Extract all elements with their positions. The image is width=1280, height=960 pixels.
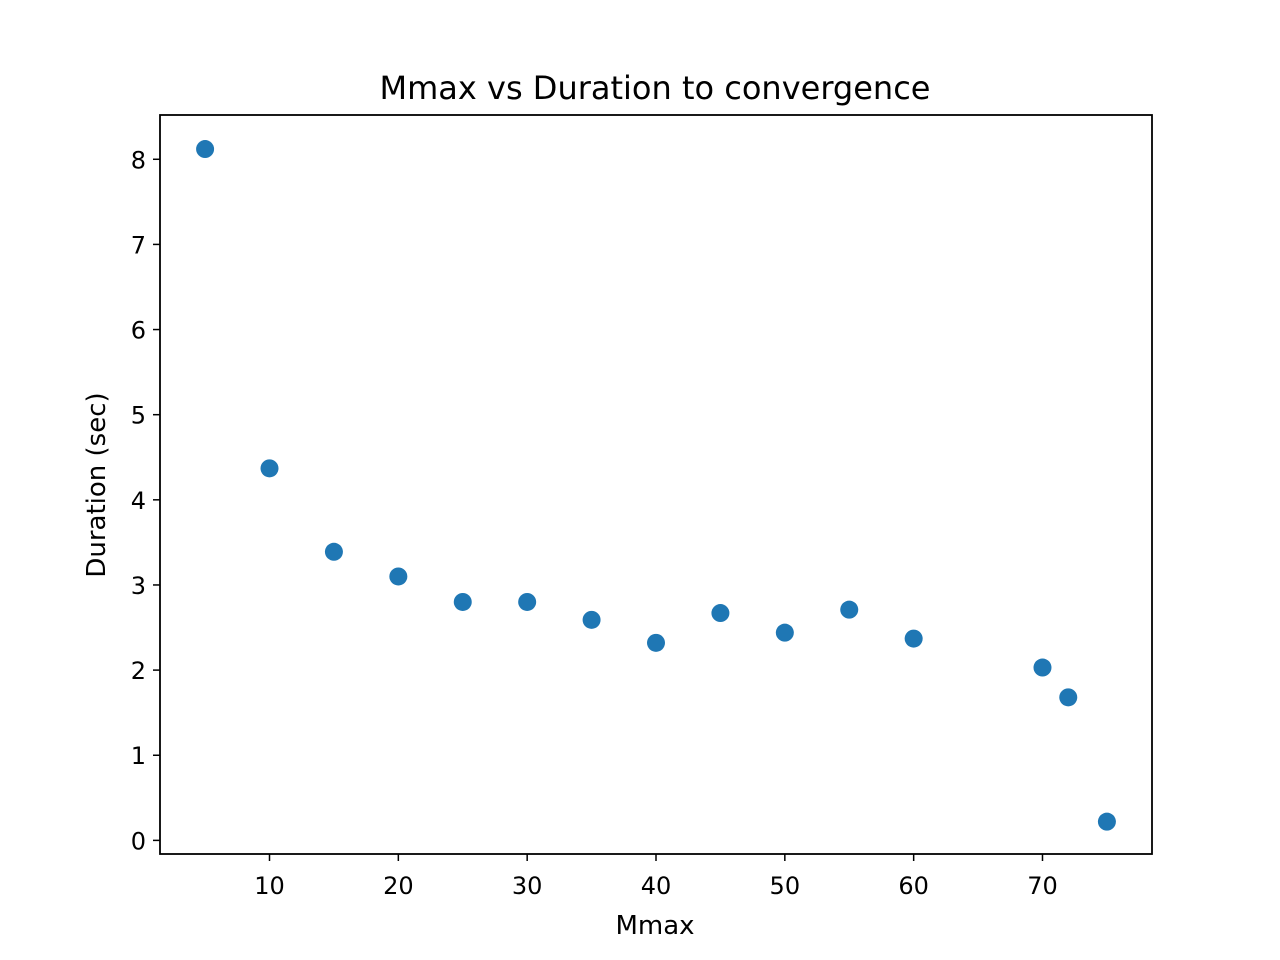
- data-point: [260, 459, 279, 478]
- y-tick-label: 3: [131, 572, 146, 600]
- data-point: [324, 542, 343, 561]
- data-point: [1097, 812, 1116, 831]
- data-point: [904, 629, 923, 648]
- x-tick-label: 50: [770, 872, 801, 900]
- chart-title: Mmax vs Duration to convergence: [380, 69, 931, 107]
- y-tick-label: 2: [131, 657, 146, 685]
- data-point: [518, 592, 537, 611]
- x-axis: 10 20 30 40 50 60 70: [254, 854, 1058, 900]
- y-tick-label: 5: [131, 402, 146, 430]
- data-point: [453, 592, 472, 611]
- y-tick-label: 6: [131, 317, 146, 345]
- y-tick-label: 4: [131, 487, 146, 515]
- x-tick-label: 10: [254, 872, 285, 900]
- y-tick-label: 0: [131, 827, 146, 855]
- y-tick-label: 8: [131, 146, 146, 174]
- y-tick-label: 1: [131, 742, 146, 770]
- y-axis-label: Duration (sec): [82, 392, 112, 577]
- x-tick-label: 70: [1027, 872, 1058, 900]
- x-tick-label: 60: [898, 872, 929, 900]
- x-tick-label: 30: [512, 872, 543, 900]
- x-axis-label: Mmax: [615, 911, 694, 941]
- data-point: [582, 610, 601, 629]
- y-tick-label: 7: [131, 231, 146, 259]
- data-point: [840, 600, 859, 619]
- plot-area: [196, 140, 1116, 831]
- data-point: [1059, 688, 1078, 707]
- data-point: [775, 623, 794, 642]
- data-point: [196, 140, 215, 159]
- data-point: [1033, 658, 1052, 677]
- x-tick-label: 20: [383, 872, 414, 900]
- data-point: [647, 633, 665, 652]
- y-axis: 0 1 2 3 4 5 6 7 8: [131, 146, 160, 855]
- data-point: [389, 567, 408, 586]
- x-tick-label: 40: [641, 872, 672, 900]
- data-point: [711, 604, 730, 623]
- plot-frame: [159, 114, 1153, 855]
